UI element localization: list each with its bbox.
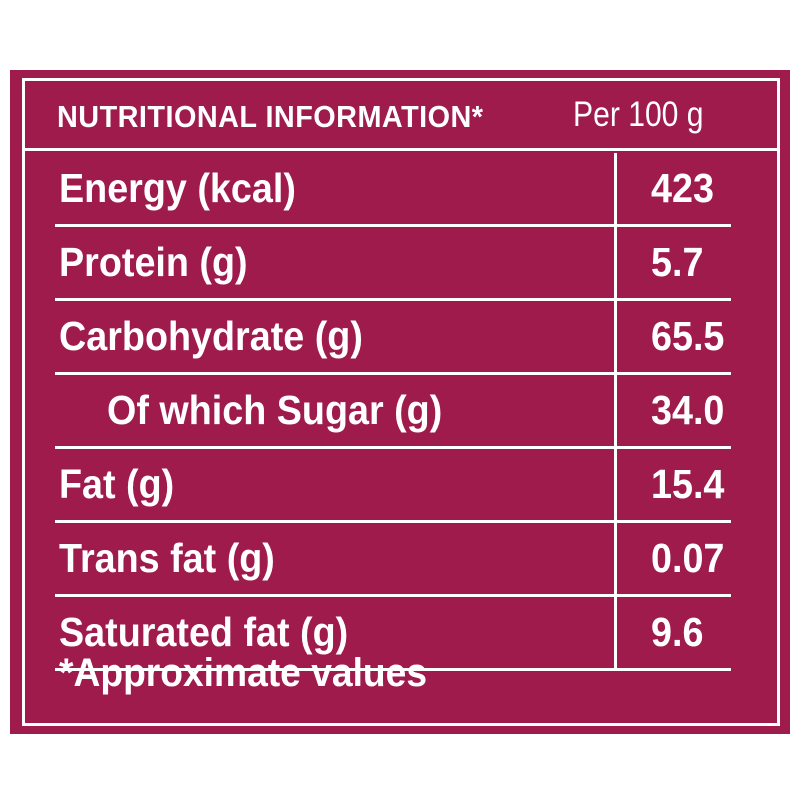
table-row-carbohydrate: Carbohydrate (g) 65.5: [55, 299, 731, 375]
nutrient-value: 65.5: [615, 299, 731, 375]
nutrient-label: Energy (kcal): [55, 153, 618, 227]
nutrient-value: 15.4: [615, 447, 731, 523]
nutrient-value: 9.6: [615, 595, 731, 671]
serving-basis: Per 100 g: [573, 95, 704, 134]
nutrient-label: Saturated fat (g): [55, 595, 618, 671]
table-row-trans-fat: Trans fat (g) 0.07: [55, 521, 731, 597]
nutrient-label: Fat (g): [55, 447, 618, 523]
nutrient-label: Trans fat (g): [55, 521, 618, 597]
nutrition-table: Energy (kcal) 423 Protein (g) 5.7 Carboh…: [55, 153, 731, 671]
nutrient-label: Protein (g): [55, 225, 618, 301]
approximate-values-note: *Approximate values: [59, 651, 428, 695]
table-row-energy: Energy (kcal) 423: [55, 153, 731, 227]
table-row-saturated-fat: Saturated fat (g) 9.6: [55, 595, 731, 671]
nutrition-panel: NUTRITIONAL INFORMATION* Per 100 g Energ…: [10, 70, 790, 734]
nutrient-value: 34.0: [615, 373, 731, 449]
nutrient-label: Of which Sugar (g): [55, 373, 618, 449]
nutrition-title: NUTRITIONAL INFORMATION*: [57, 99, 484, 134]
nutrition-header: NUTRITIONAL INFORMATION* Per 100 g: [25, 81, 777, 151]
nutrient-label: Carbohydrate (g): [55, 299, 618, 375]
table-row-fat: Fat (g) 15.4: [55, 447, 731, 523]
nutrition-table-frame: NUTRITIONAL INFORMATION* Per 100 g Energ…: [22, 78, 780, 726]
nutrient-value: 5.7: [615, 225, 731, 301]
nutrient-value: 423: [615, 153, 731, 227]
table-row-protein: Protein (g) 5.7: [55, 225, 731, 301]
nutrient-value: 0.07: [615, 521, 731, 597]
table-row-sugar: Of which Sugar (g) 34.0: [55, 373, 731, 449]
